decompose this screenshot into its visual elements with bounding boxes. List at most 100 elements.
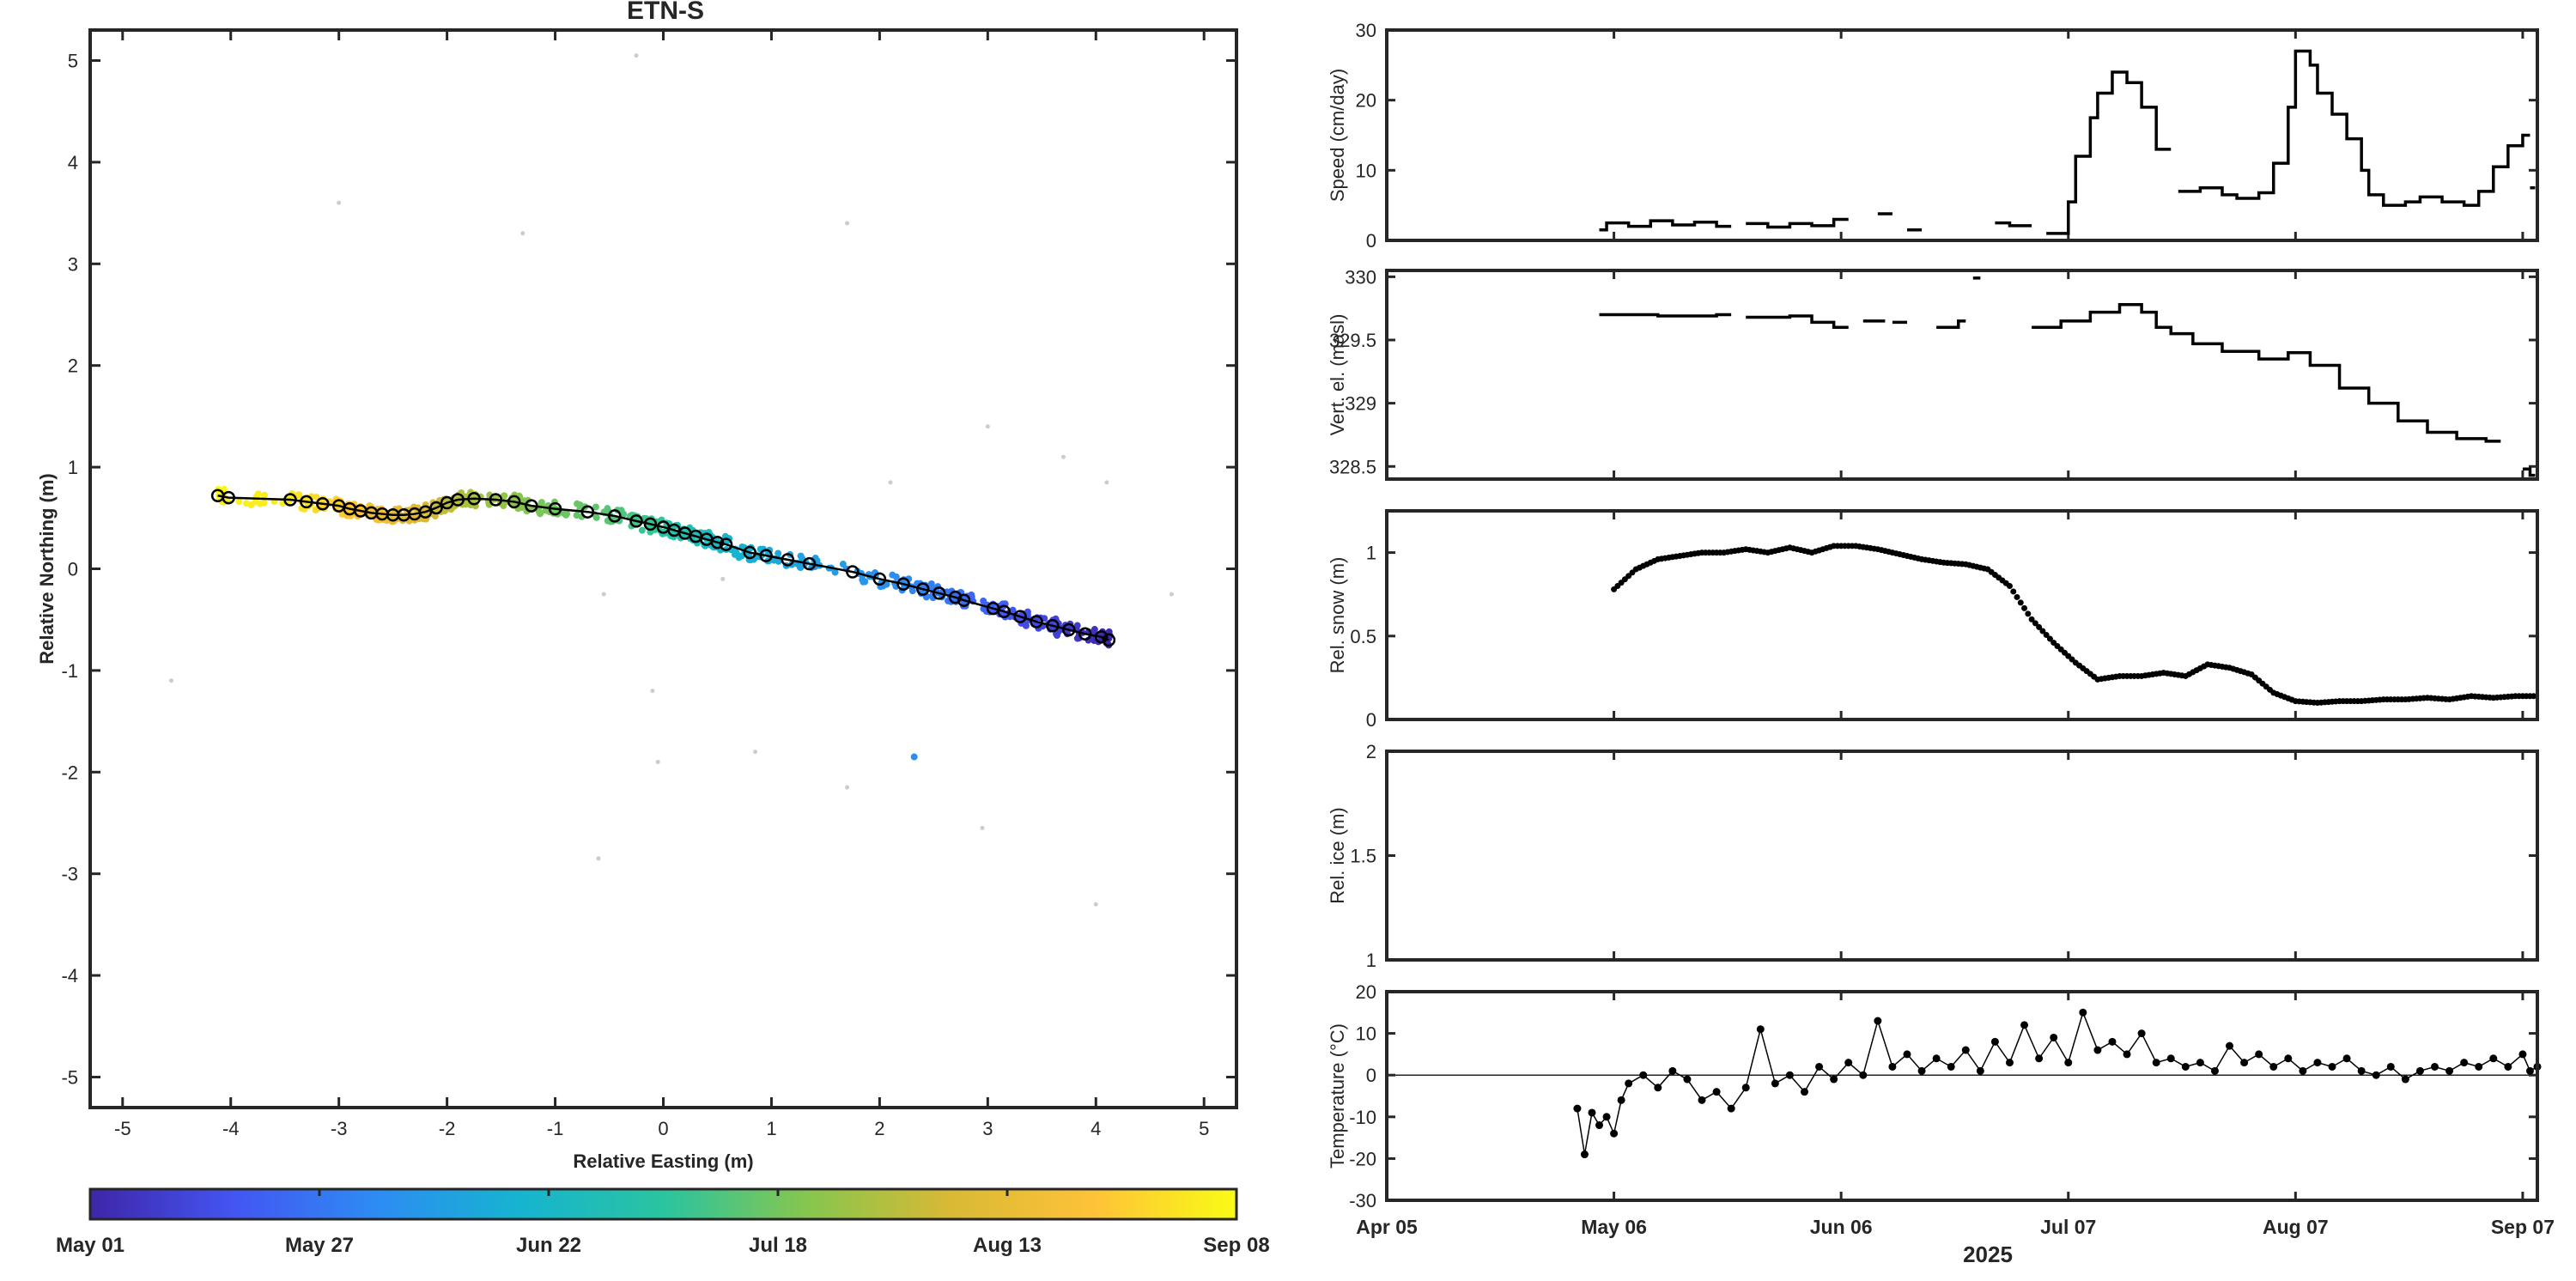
cloud-point (839, 561, 847, 568)
temperature-point (2284, 1054, 2293, 1063)
outlier-point (753, 750, 758, 755)
temperature-point (1727, 1104, 1735, 1113)
outlier-point (596, 856, 601, 861)
snow-point (2014, 593, 2020, 600)
colorbar (88, 1187, 1238, 1221)
track-point (1030, 615, 1043, 628)
outlier-point (520, 231, 526, 236)
y-tick-label: 20 (1356, 981, 1376, 1003)
y-tick-label: -30 (1349, 1190, 1376, 1211)
snow-axes: 0 0.5 1 Rel. snow (m) (1327, 509, 2539, 731)
y-tick-label: 10 (1356, 1023, 1376, 1045)
temperature-point (1932, 1054, 1941, 1063)
y-tick-label: -1 (61, 660, 78, 682)
temperature-point (2108, 1037, 2117, 1046)
temperature-point (2518, 1050, 2527, 1059)
x-tick-label: 5 (1199, 1118, 1209, 1139)
temperature-point (2489, 1054, 2498, 1063)
x-date-label: Apr 05 (1356, 1216, 1418, 1238)
track-point (932, 586, 946, 600)
cloud-point (313, 493, 320, 501)
temperature-point (2079, 1008, 2087, 1017)
x-date-label: Jul 07 (2040, 1216, 2096, 1238)
temperature-point (2226, 1041, 2234, 1050)
x-tick-label: -1 (547, 1118, 564, 1139)
temperature-point (1668, 1066, 1677, 1075)
snow-point (2028, 616, 2035, 622)
temperature-point (1903, 1050, 1911, 1059)
year-label: 2025 (1963, 1242, 2013, 1267)
temperature-point (2255, 1050, 2263, 1059)
track-point (316, 496, 330, 511)
track-point (643, 517, 658, 531)
track-point (710, 535, 725, 549)
x-date-label: Jun 06 (1810, 1216, 1873, 1238)
outlier-point (1093, 902, 1098, 907)
temperature-point (1771, 1079, 1779, 1088)
snow-point (2017, 599, 2024, 606)
ice-ylabel: Rel. ice (m) (1327, 807, 1348, 903)
temperature-point (2123, 1050, 2131, 1059)
x-tick-label: -5 (114, 1118, 131, 1139)
cloud-point (592, 503, 599, 511)
x-tick-label: 2 (874, 1118, 884, 1139)
track-point (1078, 627, 1092, 641)
temperature-point (1859, 1071, 1868, 1079)
track-point (1013, 610, 1027, 623)
cloud-point (538, 499, 545, 507)
temperature-point (1625, 1079, 1633, 1088)
snow-point (2530, 693, 2537, 700)
outlier-point (980, 825, 985, 830)
track-point (743, 545, 757, 560)
temperature-point (2401, 1075, 2409, 1084)
temperature-point (2269, 1062, 2278, 1071)
colorbar-tick-label: May 27 (285, 1234, 354, 1257)
x-date-label: May 06 (1581, 1216, 1647, 1238)
cloud-point (260, 499, 268, 507)
temperature-point (1844, 1059, 1853, 1067)
temperature-point (1874, 1017, 1882, 1025)
y-tick-label: -10 (1349, 1107, 1376, 1128)
y-tick-label: -4 (61, 965, 78, 987)
temperature-point (2415, 1066, 2424, 1075)
temperature-frame (1385, 990, 2539, 1202)
track-point (872, 572, 887, 586)
speed-frame (1385, 28, 2539, 242)
y-tick-label: 20 (1356, 90, 1376, 112)
temperature-point (1683, 1075, 1692, 1084)
colorbar-tick-label: Sep 08 (1203, 1234, 1269, 1257)
temperature-point (1617, 1096, 1625, 1104)
track-point (300, 495, 313, 509)
elevation-frame (1385, 269, 2539, 481)
elevation-series (2032, 303, 2501, 443)
snow-ylabel: Rel. snow (m) (1327, 557, 1348, 674)
cloud-point (518, 503, 526, 511)
y-tick-label: 10 (1356, 160, 1376, 181)
cloud-point (731, 550, 738, 558)
snow-point (2032, 620, 2038, 627)
temperature-point (1573, 1104, 1582, 1113)
x-tick-label: 3 (982, 1118, 993, 1139)
cloud-point (235, 498, 243, 506)
cloud-point (535, 507, 543, 515)
speed-series (1995, 221, 2032, 228)
temperature-point (1580, 1150, 1589, 1159)
y-tick-label: 330 (1345, 266, 1376, 288)
track-point (1102, 633, 1116, 647)
cloud-point (1091, 626, 1098, 634)
temperature-point (2196, 1059, 2204, 1067)
elevation-series (1746, 314, 1849, 330)
temperature-point (2181, 1062, 2190, 1071)
elevation-series (1599, 313, 1732, 318)
x-tick-label: 1 (766, 1118, 776, 1139)
y-tick-label: 5 (68, 51, 78, 72)
colorbar-tick-label: Aug 13 (973, 1234, 1042, 1257)
track-point (429, 501, 443, 515)
snow-point (2036, 623, 2043, 630)
temperature-point (1741, 1084, 1750, 1092)
temperature-point (2210, 1066, 2219, 1075)
track-point (629, 514, 643, 528)
temperature-point (1654, 1084, 1662, 1092)
x-date-label: Aug 07 (2263, 1216, 2329, 1238)
